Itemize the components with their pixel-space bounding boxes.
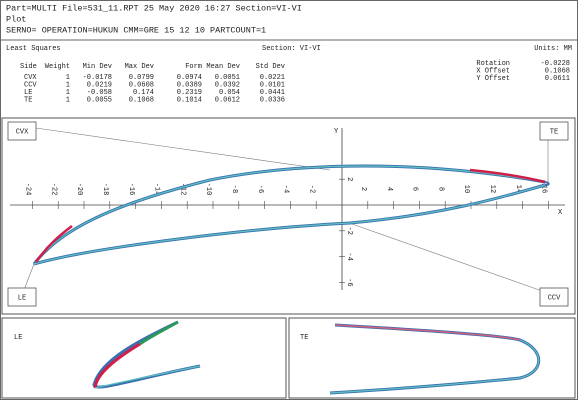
offset-value: 0.1068: [545, 67, 570, 75]
table-cell: 0.0101: [260, 81, 285, 89]
column-header: Mean Dev: [206, 63, 240, 71]
table-cell: 0.054: [219, 89, 240, 97]
x-tick-label: 14: [514, 185, 522, 193]
x-tick-label: 16: [540, 185, 548, 193]
detail-le: [92, 320, 201, 389]
header-line: SERNO= OPERATION=HUKUN CMM=GRE 15 12 10 …: [6, 25, 266, 35]
table-cell: -0.058: [87, 89, 112, 97]
table-cell: 0.0219: [87, 81, 112, 89]
x-tick-label: 6: [411, 187, 419, 191]
x-tick-label: -10: [204, 183, 212, 196]
x-tick-label: -18: [101, 183, 109, 196]
table-cell: 0.0221: [260, 74, 285, 82]
x-tick-label: -12: [178, 183, 186, 196]
axis-label: X: [558, 209, 563, 217]
header-line: Part=MULTI File=531_11.RPT 25 May 2020 1…: [6, 3, 302, 13]
panel-label: TE: [300, 334, 308, 342]
airfoil: [32, 164, 550, 266]
plot-area: [1, 117, 576, 315]
column-header: Min Dev: [83, 63, 112, 71]
table-cell: 0.1014: [177, 96, 202, 104]
detail-te: [329, 323, 541, 395]
x-tick-label: -6: [256, 185, 264, 193]
table-cell: 0.0051: [215, 74, 240, 82]
y-tick-label: -4: [345, 252, 353, 260]
table-cell: 0.2319: [177, 89, 202, 97]
x-tick-label: 10: [462, 185, 470, 193]
label-box: [7, 121, 37, 141]
x-tick-label: -22: [49, 183, 57, 196]
table-cell: 0.0974: [177, 74, 202, 82]
table-cell: 1: [66, 81, 70, 89]
x-tick-label: -8: [230, 185, 238, 193]
column-header: Max Dev: [125, 63, 154, 71]
x-tick-label: 2: [359, 187, 367, 191]
leader: [35, 127, 331, 171]
table-cell: 0.0055: [87, 96, 112, 104]
table-cell: 0.174: [133, 89, 154, 97]
x-tick-label: -14: [153, 183, 161, 196]
region-label: CCV: [548, 294, 561, 302]
region-label: LE: [18, 294, 26, 302]
table-cell: CCV: [24, 81, 37, 89]
table-cell: CVX: [24, 74, 37, 82]
offset-label: Rotation: [476, 60, 510, 68]
offset-label: Y Offset: [476, 75, 510, 83]
offset-value: -0.0228: [541, 60, 570, 68]
column-header: Side: [20, 63, 37, 71]
table-cell: 0.1068: [129, 96, 154, 104]
table-cell: 1: [66, 74, 70, 82]
label-box: [7, 287, 37, 307]
table-cell: 1: [66, 89, 70, 97]
leader: [23, 263, 35, 291]
table-cell: 0.0799: [129, 74, 154, 82]
table-cell: -0.0178: [83, 74, 112, 82]
column-header: Form: [185, 63, 202, 71]
panel: [1, 317, 287, 399]
table-cell: 0.0441: [260, 89, 285, 97]
leader: [351, 223, 546, 293]
table-cell: 0.0389: [177, 81, 202, 89]
table-cell: 0.0392: [215, 81, 240, 89]
x-tick-label: 12: [488, 185, 496, 193]
y-tick-label: -2: [345, 227, 353, 235]
region-label: TE: [550, 128, 558, 136]
x-tick-label: -24: [24, 183, 32, 196]
x-tick-label: -2: [307, 185, 315, 193]
panel-label: LE: [14, 334, 22, 342]
offset-label: X Offset: [476, 67, 510, 75]
offset-value: 0.0611: [545, 75, 570, 83]
table-cell: 0.0608: [129, 81, 154, 89]
table-cell: 0.0612: [215, 96, 240, 104]
region-label: CVX: [16, 128, 29, 136]
label-box: [539, 287, 569, 307]
y-tick-label: -6: [345, 278, 353, 286]
table-cell: LE: [24, 89, 32, 97]
table-cell: 0.0336: [260, 96, 285, 104]
method: Least Squares: [6, 45, 61, 53]
units: Units: MM: [534, 45, 572, 53]
axis-label: Y: [334, 128, 339, 136]
x-tick-label: -16: [127, 183, 135, 196]
header-line: Plot: [6, 14, 26, 24]
table-cell: TE: [24, 96, 32, 104]
x-tick-label: -4: [282, 185, 290, 193]
section: Section: VI-VI: [262, 45, 321, 53]
y-tick-label: 2: [345, 177, 353, 181]
x-tick-label: -20: [75, 183, 83, 196]
column-header: Weight: [45, 63, 70, 71]
label-box: [539, 121, 569, 141]
column-header: Std Dev: [256, 63, 285, 71]
x-tick-label: 4: [385, 187, 393, 191]
x-tick-label: 8: [436, 187, 444, 191]
table-cell: 1: [66, 96, 70, 104]
